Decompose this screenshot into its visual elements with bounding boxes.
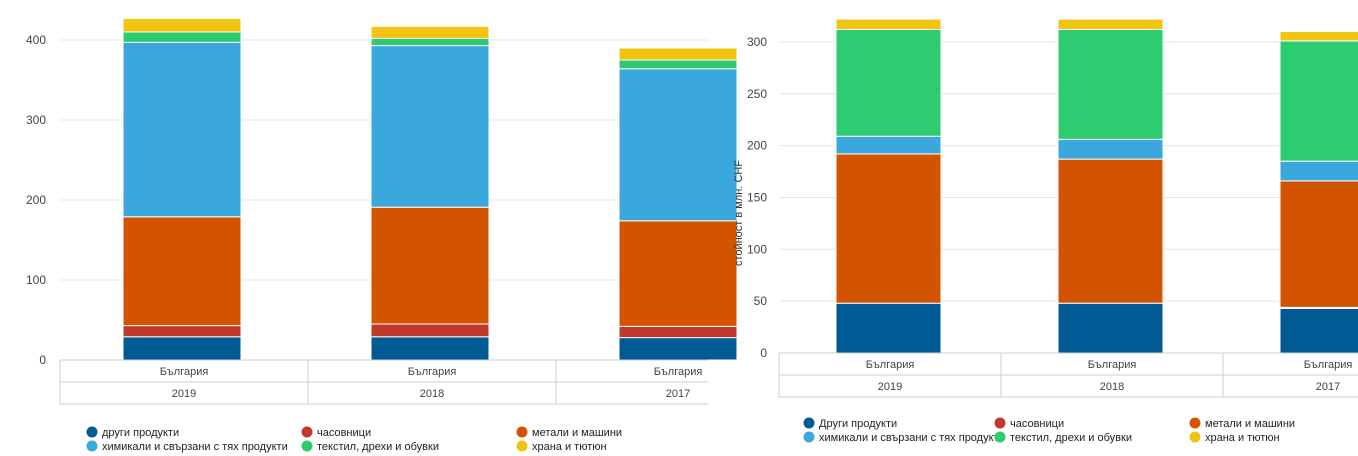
bar-segment [1057, 138, 1164, 160]
bar-segment [1279, 180, 1358, 308]
bar-segment [1057, 302, 1164, 354]
category-label: България [1304, 359, 1353, 371]
legend-marker [301, 426, 313, 438]
bar-segment [618, 47, 738, 61]
bar-segment [1279, 40, 1358, 162]
year-label: 2017 [1316, 381, 1340, 393]
bar-segment [1279, 31, 1358, 42]
legend-marker [1189, 431, 1201, 443]
category-label: България [160, 366, 209, 378]
legend-marker [803, 431, 815, 443]
bar-segment [370, 45, 490, 208]
chart-1: 0 100 200 300 400 България 2019 България 2018 Бъл… [26, 17, 738, 453]
bar-segment [835, 302, 942, 354]
y-tick-label: 200 [747, 139, 767, 153]
bar-segment [1057, 28, 1164, 140]
bar-segment [122, 17, 242, 33]
bar-segment [370, 25, 490, 39]
category-label: България [654, 366, 703, 378]
legend-label: храна и тютюн [1205, 432, 1280, 444]
bar-segment [122, 41, 242, 218]
legend-marker [301, 440, 313, 452]
y-tick-label: 200 [26, 193, 46, 207]
year-label: 2019 [878, 381, 902, 393]
legend-marker [516, 426, 528, 438]
bar-segment [618, 337, 738, 361]
bar-segment [370, 206, 490, 325]
bar-segment [122, 31, 242, 43]
category-label: България [1088, 359, 1137, 371]
bar-segment [122, 216, 242, 327]
y-tick-label: 0 [760, 346, 767, 360]
legend-marker [994, 431, 1006, 443]
y-tick-label: 150 [747, 190, 767, 204]
year-label: 2018 [1100, 381, 1124, 393]
legend-label: часовници [317, 427, 371, 439]
legend-marker [86, 440, 98, 452]
y-axis-label: стойност в млн. CHF [733, 160, 745, 266]
bar-segment [122, 336, 242, 361]
legend-marker [516, 440, 528, 452]
bar-segment [618, 59, 738, 70]
bar-segment [835, 18, 942, 30]
year-label: 2018 [420, 388, 444, 400]
y-tick-label: 300 [26, 113, 46, 127]
bar-segment [1057, 158, 1164, 304]
y-tick-label: 100 [747, 242, 767, 256]
y-tick-label: 100 [26, 273, 46, 287]
y-tick-label: 400 [26, 33, 46, 47]
legend-label: други продукти [102, 427, 179, 439]
legend-label: Други продукти [819, 418, 897, 430]
legend-label: химикали и свързани с тях продукти [819, 432, 1005, 444]
category-label: България [408, 366, 457, 378]
legend-label: метали и машини [532, 427, 622, 439]
legend-marker [994, 417, 1006, 429]
category-label: България [866, 359, 915, 371]
legend-label: часовници [1010, 418, 1064, 430]
bar-segment [618, 325, 738, 339]
y-tick-label: 50 [754, 294, 768, 308]
year-label: 2017 [666, 388, 690, 400]
bar-segment [835, 135, 942, 155]
legend-label: химикали и свързани с тях продукти [102, 441, 288, 453]
year-label: 2019 [172, 388, 196, 400]
y-tick-label: 0 [39, 353, 46, 367]
chart-2: 0 50 100 150 200 250 300 стойност в млн. CHF Бъл… [733, 18, 1358, 444]
legend-marker [86, 426, 98, 438]
y-tick-label: 300 [747, 35, 767, 49]
bar-segment [1057, 18, 1164, 30]
legend-marker [1189, 417, 1201, 429]
legend-label: текстил, дрехи и обувки [1010, 432, 1132, 444]
bar-segment [1279, 160, 1358, 182]
bar-segment [835, 28, 942, 137]
legend-label: текстил, дрехи и обувки [317, 441, 439, 453]
legend-label: метали и машини [1205, 418, 1295, 430]
bar-segment [618, 220, 738, 327]
bar-segment [1279, 307, 1358, 354]
bar-segment [370, 336, 490, 361]
bar-segment [835, 153, 942, 304]
bar-segment [370, 323, 490, 338]
y-tick-label: 250 [747, 87, 767, 101]
legend-marker [803, 417, 815, 429]
bar-segment [122, 325, 242, 338]
legend-label: храна и тютюн [532, 441, 607, 453]
bar-segment [370, 37, 490, 47]
bar-segment [618, 68, 738, 222]
